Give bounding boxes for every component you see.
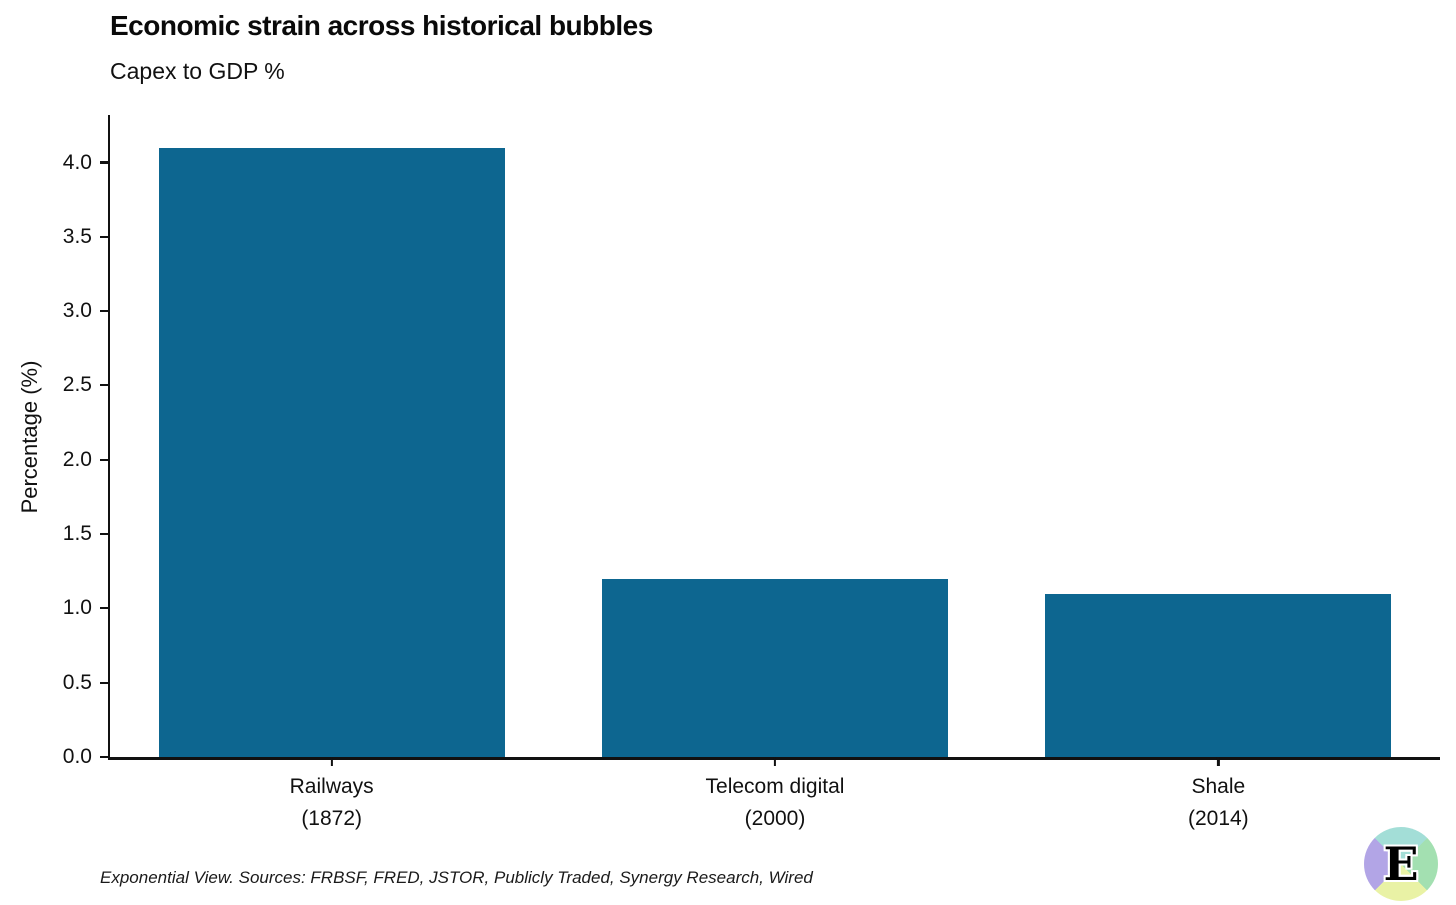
y-tick-mark <box>100 681 110 684</box>
y-tick-label: 0.0 <box>62 745 92 768</box>
y-tick-mark <box>100 458 110 461</box>
y-tick-mark <box>100 532 110 536</box>
y-tick-mark <box>100 384 110 387</box>
x-category-year: (2014) <box>1187 807 1249 830</box>
y-tick-label: 3.0 <box>62 299 92 323</box>
logo-letter: E <box>1383 837 1419 891</box>
source-attribution: Exponential View. Sources: FRBSF, FRED, … <box>100 868 813 887</box>
x-category-year: (2000) <box>744 807 806 830</box>
y-tick-label: 2.5 <box>62 373 92 397</box>
x-tick-mark <box>773 757 777 766</box>
x-category-label: Railways (1872) <box>110 771 553 835</box>
x-category-name: Telecom digital <box>705 775 845 798</box>
bar-shale <box>1045 593 1392 757</box>
x-tick-mark <box>1217 757 1220 766</box>
y-tick-mark <box>100 755 110 758</box>
x-category-name: Railways <box>289 775 374 798</box>
y-tick-label: 1.5 <box>62 522 92 546</box>
plot-area: 0.0 0.5 1.0 1.5 2.0 2.5 3.0 3.5 4.0 Railways (1872… <box>63 115 1440 830</box>
chart-subtitle: Capex to GDP % <box>110 58 285 84</box>
exponential-view-logo: E <box>1364 827 1438 901</box>
x-category-label: Telecom digital (2000) <box>553 771 996 835</box>
bar-telecom-digital <box>602 578 948 757</box>
y-tick-label: 1.0 <box>62 596 92 620</box>
bar-railways <box>158 147 505 757</box>
y-tick-label: 2.0 <box>62 447 92 471</box>
x-category-label: Shale (2014) <box>997 771 1440 835</box>
y-tick-mark <box>100 235 110 238</box>
y-axis-label: Percentage (%) <box>17 360 42 514</box>
y-tick-label: 4.0 <box>62 150 92 174</box>
x-category-year: (1872) <box>301 807 363 830</box>
y-tick-mark <box>100 607 110 610</box>
x-category-name: Shale <box>1191 775 1246 798</box>
chart-title: Economic strain across historical bubble… <box>110 10 653 41</box>
y-tick-mark <box>100 309 110 313</box>
y-tick-label: 0.5 <box>62 670 92 694</box>
x-tick-mark <box>330 757 333 766</box>
y-tick-label: 3.5 <box>62 224 92 248</box>
y-tick-mark <box>100 161 110 164</box>
